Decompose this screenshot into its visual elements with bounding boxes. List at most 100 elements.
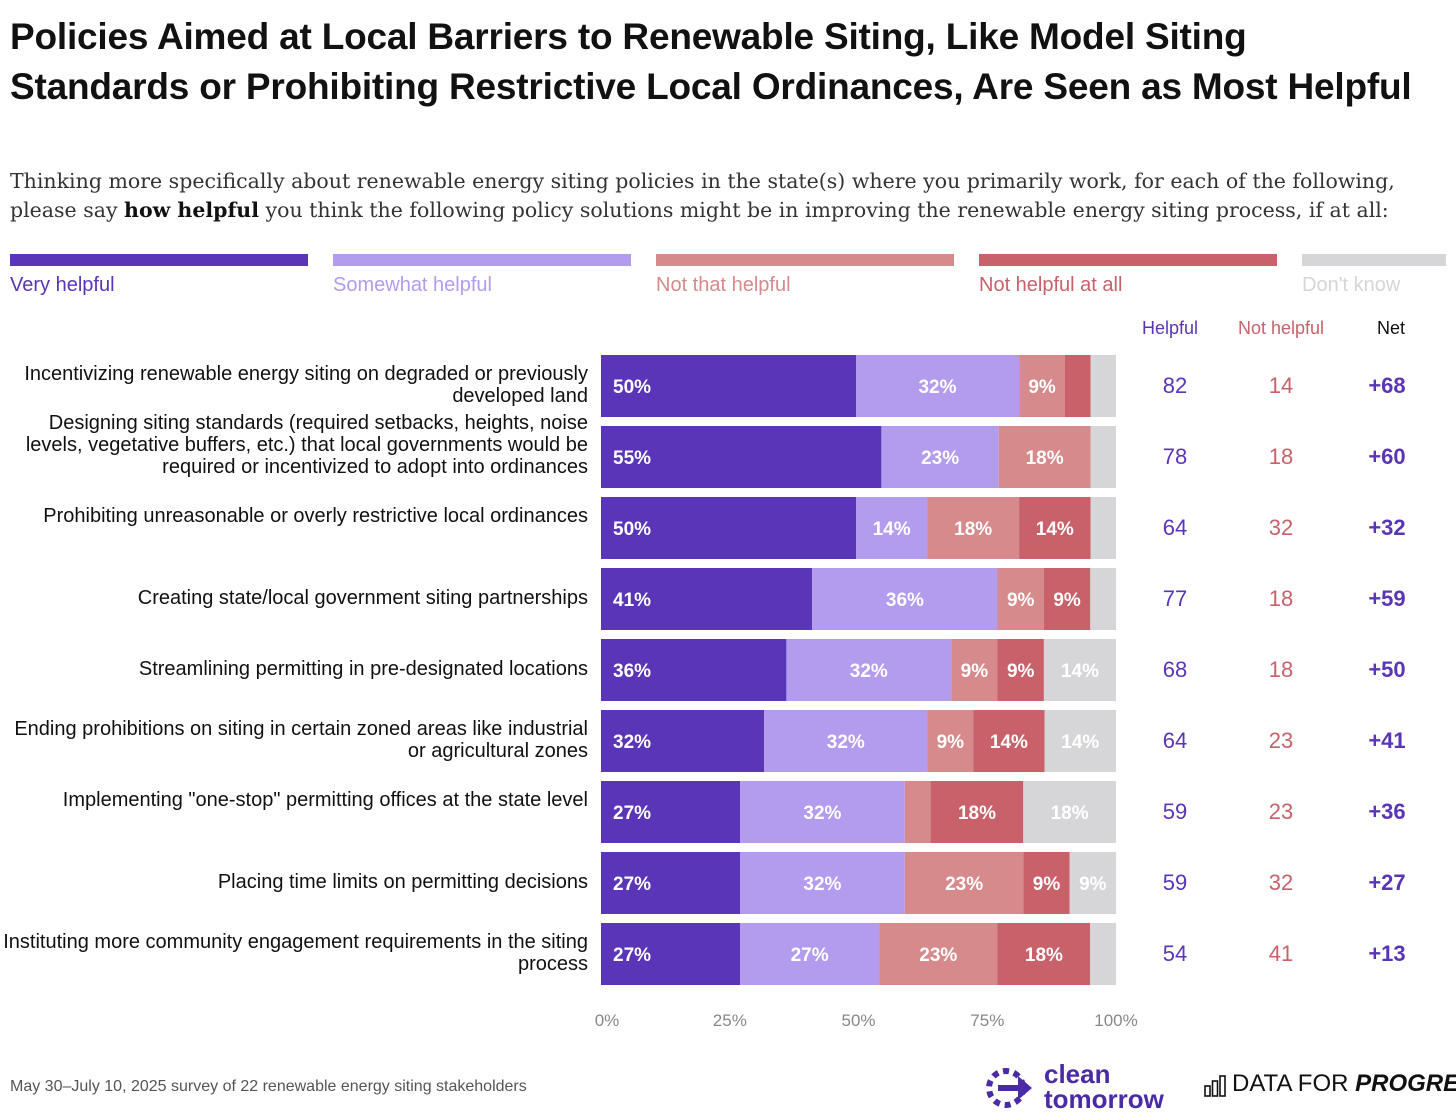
net-value: +32 [1368,515,1406,540]
bar-label-very-helpful: 50% [613,519,651,540]
bar-label-not-that-helpful: 18% [954,519,992,540]
bar-label-not-that-helpful: 9% [961,661,989,682]
helpful-value: 82 [1162,373,1188,398]
legend: Very helpful Somewhat helpful Not that h… [10,254,1450,298]
legend-label-not-that-helpful: Not that helpful [656,274,791,296]
data-for-progress-wordmark: DATA FOR PROGRESS [1232,1070,1456,1098]
bar-segment-somewhat-helpful [881,426,999,488]
bar-segment-dont-know [1069,852,1117,914]
footer-note: May 30–July 10, 2025 survey of 22 renewa… [10,1078,527,1095]
legend-label-somewhat-helpful: Somewhat helpful [333,274,492,296]
bar-segment-not-helpful-at-all [973,710,1045,772]
dfp-plain-text: DATA FOR [1232,1070,1356,1097]
bar-segment-dont-know [1090,497,1116,559]
legend-swatch-not-that-helpful [656,254,954,266]
legend-item-not-that-helpful: Not that helpful [656,254,954,297]
bar-segment-not-that-helpful [998,426,1091,488]
bar-label-very-helpful: 50% [613,377,651,398]
bar-label-not-helpful-at-all: 9% [1053,590,1081,611]
bar-segment-dont-know [1090,923,1117,985]
bar-label-very-helpful: 27% [613,874,651,895]
bar-segment-dont-know [1090,568,1117,630]
bar-label-dont-know: 9% [1079,874,1107,895]
bar-label-very-helpful: 41% [613,590,651,611]
bar-segment-dont-know [1090,426,1116,488]
x-tick-label: 75% [970,1011,1004,1030]
bar-label-not-that-helpful: 23% [945,874,983,895]
row-label: Designing siting standards (required set… [25,412,588,478]
bar-segment-not-helpful-at-all [930,781,1024,843]
helpful-value: 77 [1162,586,1188,611]
bar-label-somewhat-helpful: 32% [803,803,841,824]
bar-segment-very-helpful [601,923,741,985]
bar-segment-not-that-helpful [927,710,974,772]
bar-segment-dont-know [1043,639,1116,701]
bar-label-not-helpful-at-all: 14% [990,732,1028,753]
x-tick-label: 0% [595,1011,620,1030]
bar-label-not-helpful-at-all: 9% [1033,874,1061,895]
column-header-helpful: Helpful [1141,318,1199,338]
row-label: Ending prohibitions on siting in certain… [14,718,588,762]
dfp-italic-text: PROGRESS [1355,1070,1456,1097]
net-value: +60 [1368,444,1406,469]
legend-item-somewhat-helpful: Somewhat helpful [333,254,631,297]
bar-segment-somewhat-helpful [764,710,928,772]
helpful-value: 64 [1162,728,1188,753]
bar-chart-icon [1204,1075,1226,1097]
stacked-bar-chart: 50% 32% 9% 55% 23% 18% 50% 14% 18% 14% 41% 36% 9% 9% 3… [595,355,1138,1030]
x-tick-label: 25% [713,1011,747,1030]
bar-segment-not-that-helpful [904,852,1024,914]
legend-item-dont-know: Don't know [1302,254,1446,297]
row-label: Incentivizing renewable energy siting on… [24,363,588,407]
helpful-value: 59 [1162,799,1188,824]
bar-label-not-helpful-at-all: 14% [1036,519,1074,540]
legend-swatch-not-helpful-at-all [979,254,1277,266]
bar-label-very-helpful: 55% [613,448,651,469]
row-label: Implementing "one-stop" permitting offic… [62,789,588,811]
not-helpful-value: 18 [1268,444,1294,469]
net-value: +13 [1368,941,1406,966]
helpful-value: 78 [1162,444,1188,469]
bar-label-very-helpful: 32% [613,732,651,753]
bar-label-very-helpful: 27% [613,945,651,966]
subtitle-emphasis: how helpful [124,198,259,222]
bar-segment-somewhat-helpful [740,923,880,985]
bar-label-somewhat-helpful: 27% [791,945,829,966]
column-header-not-helpful: Not helpful [1237,318,1325,338]
bar-label-very-helpful: 27% [613,803,651,824]
net-value: +68 [1368,373,1406,398]
bar-segment-very-helpful [601,355,856,417]
bar-segment-very-helpful [601,852,741,914]
not-helpful-value: 41 [1268,941,1294,966]
row-label: Placing time limits on permitting decisi… [217,871,588,893]
bar-segment-very-helpful [601,781,741,843]
x-tick-label: 100% [1094,1011,1137,1030]
row-label: Streamlining permitting in pre-designate… [138,658,588,680]
not-helpful-value: 18 [1268,586,1294,611]
row-label: Creating state/local government siting p… [137,587,588,609]
bar-segment-somewhat-helpful [740,781,905,843]
not-helpful-value: 32 [1268,870,1294,895]
row-label: Prohibiting unreasonable or overly restr… [43,505,588,527]
bar-segment-very-helpful [601,426,882,488]
bar-segment-not-helpful-at-all [1043,568,1091,630]
legend-label-not-helpful-at-all: Not helpful at all [979,274,1123,296]
bar-segment-somewhat-helpful [856,355,1020,417]
net-value: +27 [1368,870,1406,895]
bar-label-somewhat-helpful: 32% [827,732,865,753]
bar-label-not-helpful-at-all: 18% [958,803,996,824]
x-tick-label: 50% [841,1011,875,1030]
bar-segment-somewhat-helpful [812,568,998,630]
bar-segment-somewhat-helpful [786,639,952,701]
net-value: +36 [1368,799,1406,824]
helpful-value: 68 [1162,657,1188,682]
bar-segment-not-helpful-at-all [997,639,1044,701]
legend-item-not-helpful-at-all: Not helpful at all [979,254,1277,297]
bar-label-somewhat-helpful: 36% [886,590,924,611]
legend-swatch-dont-know [1302,254,1446,266]
legend-label-dont-know: Don't know [1302,274,1401,296]
bar-label-not-that-helpful: 9% [937,732,965,753]
bar-label-dont-know: 18% [1051,803,1089,824]
bar-label-somewhat-helpful: 14% [873,519,911,540]
clean-tomorrow-line2: tomorrow [1044,1084,1164,1114]
